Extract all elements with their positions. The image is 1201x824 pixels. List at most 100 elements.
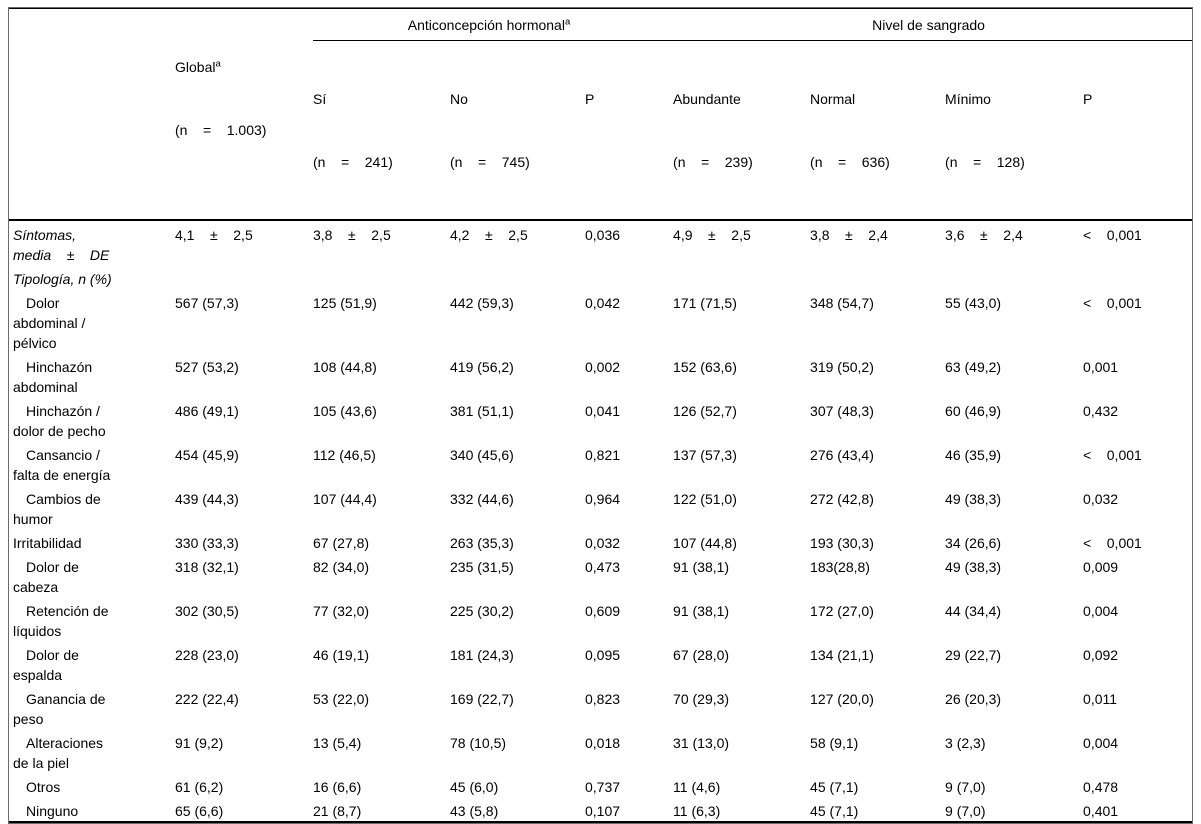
cell-p_sangrado: 0,004: [1083, 603, 1119, 619]
table-row: Hinchazón abdominal 527 (53,2) 108 (44,8) 4…: [9, 353, 1192, 397]
cell-p_sangrado: 0,478: [1083, 779, 1119, 795]
row-label: Cansancio / falta de energía: [13, 447, 111, 483]
cell-si: 16 (6,6): [313, 779, 362, 795]
cell-si: 125 (51,9): [313, 295, 377, 311]
col-header-label: Sí: [313, 91, 327, 107]
cell-p_hormonal: 0,042: [585, 295, 621, 311]
col-header-no: No (n = 745): [450, 40, 585, 221]
cell-p_sangrado: 0,004: [1083, 735, 1119, 751]
col-header-n: (n = 128): [945, 154, 1025, 170]
cell-p_hormonal: 0,737: [585, 779, 621, 795]
cell-abundante: 4,9 ± 2,5: [673, 227, 751, 243]
cell-abundante: 67 (28,0): [673, 647, 730, 663]
cell-normal: 45 (7,1): [810, 803, 859, 819]
cell-normal: 58 (9,1): [810, 735, 859, 751]
cell-normal: 134 (21,1): [810, 647, 874, 663]
global-n: (n = 1.003): [175, 122, 267, 138]
cell-si: 82 (34,0): [313, 559, 370, 575]
cell-p_sangrado: < 0,001: [1083, 535, 1142, 551]
cell-minimo: 29 (22,7): [945, 647, 1002, 663]
cell-minimo: 3,6 ± 2,4: [945, 227, 1023, 243]
cell-p_sangrado: < 0,001: [1083, 447, 1142, 463]
table-row: Síntomas, media ± DE 4,1 ± 2,5 3,8 ± 2,5 4,…: [9, 220, 1192, 265]
col-header-label: Normal: [810, 91, 856, 107]
cell-p_sangrado: 0,009: [1083, 559, 1119, 575]
cell-no: 78 (10,5): [450, 735, 507, 751]
cell-minimo: 55 (43,0): [945, 295, 1002, 311]
col-header-p-sangrado: P: [1083, 40, 1193, 221]
group-header-anticoncepcion: Anticoncepción hormonala: [313, 8, 674, 41]
cell-minimo: 60 (46,9): [945, 403, 1002, 419]
cell-abundante: 11 (4,6): [673, 779, 721, 795]
cell-p_hormonal: [585, 265, 673, 289]
cell-minimo: 34 (26,6): [945, 535, 1002, 551]
cell-abundante: 107 (44,8): [673, 535, 737, 551]
table-row: Otros 61 (6,2) 16 (6,6) 45 (6,0) 0,737 11 (4,…: [9, 773, 1192, 797]
row-label: Cambios de humor: [13, 491, 101, 527]
row-label: Síntomas, media ± DE: [13, 227, 110, 263]
cell-p_hormonal: 0,002: [585, 359, 621, 375]
cell-global: 486 (49,1): [175, 403, 239, 419]
cell-si: 13 (5,4): [313, 735, 362, 751]
cell-no: 45 (6,0): [450, 779, 499, 795]
cell-global: 65 (6,6): [175, 803, 224, 819]
col-header-label: Abundante: [673, 91, 741, 107]
cell-no: 169 (22,7): [450, 691, 514, 707]
table-row: Cansancio / falta de energía 454 (45,9) 11…: [9, 441, 1192, 485]
cell-no: 442 (59,3): [450, 295, 514, 311]
group-anticoncepcion-superscript: a: [564, 16, 571, 28]
row-label: Dolor de espalda: [13, 647, 79, 683]
cell-si: 46 (19,1): [313, 647, 370, 663]
header-sub-row: Sí (n = 241) No (n = 745) P Abundante: [9, 40, 1193, 221]
row-label: Ninguno: [26, 803, 79, 819]
cell-abundante: 152 (63,6): [673, 359, 737, 375]
cell-p_hormonal: 0,964: [585, 491, 621, 507]
cell-abundante: 91 (38,1): [673, 603, 730, 619]
cell-minimo: 9 (7,0): [945, 803, 986, 819]
table-body: Síntomas, media ± DE 4,1 ± 2,5 3,8 ± 2,5 4,…: [9, 220, 1192, 822]
cell-p_sangrado: 0,401: [1083, 803, 1119, 819]
cell-p_sangrado: 0,011: [1083, 691, 1118, 707]
col-header-abundante: Abundante (n = 239): [673, 40, 811, 221]
global-superscript: a: [215, 58, 221, 70]
table-row: Irritabilidad 330 (33,3) 67 (27,8) 263 (35,…: [9, 529, 1192, 553]
cell-normal: 272 (42,8): [810, 491, 874, 507]
col-header-n: (n = 636): [810, 154, 890, 170]
cell-abundante: 91 (38,1): [673, 559, 730, 575]
row-label: Dolor de cabeza: [13, 559, 79, 595]
cell-global: 454 (45,9): [175, 447, 239, 463]
cell-global: 330 (33,3): [175, 535, 239, 551]
cell-p_sangrado: 0,092: [1083, 647, 1119, 663]
row-label: Dolor abdominal / pélvico: [13, 295, 86, 351]
cell-global: 91 (9,2): [175, 735, 224, 751]
table-row: Retención de líquidos 302 (30,5) 77 (32,0)…: [9, 597, 1192, 641]
col-header-label: No: [450, 91, 468, 107]
cell-global: 61 (6,2): [175, 779, 224, 795]
table-row: Tipología, n (%): [9, 265, 1192, 289]
group-header-sangrado: Nivel de sangrado: [673, 8, 1193, 41]
cell-si: 3,8 ± 2,5: [313, 227, 391, 243]
cell-si: 67 (27,8): [313, 535, 370, 551]
col-header-label: P: [585, 91, 595, 107]
cell-p_hormonal: 0,095: [585, 647, 621, 663]
cell-minimo: 63 (49,2): [945, 359, 1002, 375]
cell-p_sangrado: < 0,001: [1083, 227, 1142, 243]
cell-global: 302 (30,5): [175, 603, 239, 619]
cell-no: 235 (31,5): [450, 559, 514, 575]
table-row: Dolor abdominal / pélvico 567 (57,3) 125 (…: [9, 289, 1192, 353]
cell-no: 381 (51,1): [450, 403, 514, 419]
table-row: Ninguno 65 (6,6) 21 (8,7) 43 (5,8) 0,107 11 (…: [9, 797, 1192, 822]
table-row: Alteraciones de la piel 91 (9,2) 13 (5,4) 7…: [9, 729, 1192, 773]
cell-minimo: 49 (38,3): [945, 559, 1002, 575]
row-label-header: [9, 8, 175, 221]
col-header-label: P: [1083, 91, 1093, 107]
row-label: Retención de líquidos: [13, 603, 109, 639]
cell-abundante: 122 (51,0): [673, 491, 737, 507]
cell-p_hormonal: 0,018: [585, 735, 621, 751]
cell-si: 105 (43,6): [313, 403, 377, 419]
cell-abundante: 31 (13,0): [673, 735, 730, 751]
global-label: Global: [175, 59, 216, 75]
cell-minimo: 46 (35,9): [945, 447, 1002, 463]
cell-global: 4,1 ± 2,5: [175, 227, 253, 243]
table-header: Globala (n = 1.003) Anticoncepción hormo…: [9, 8, 1193, 221]
